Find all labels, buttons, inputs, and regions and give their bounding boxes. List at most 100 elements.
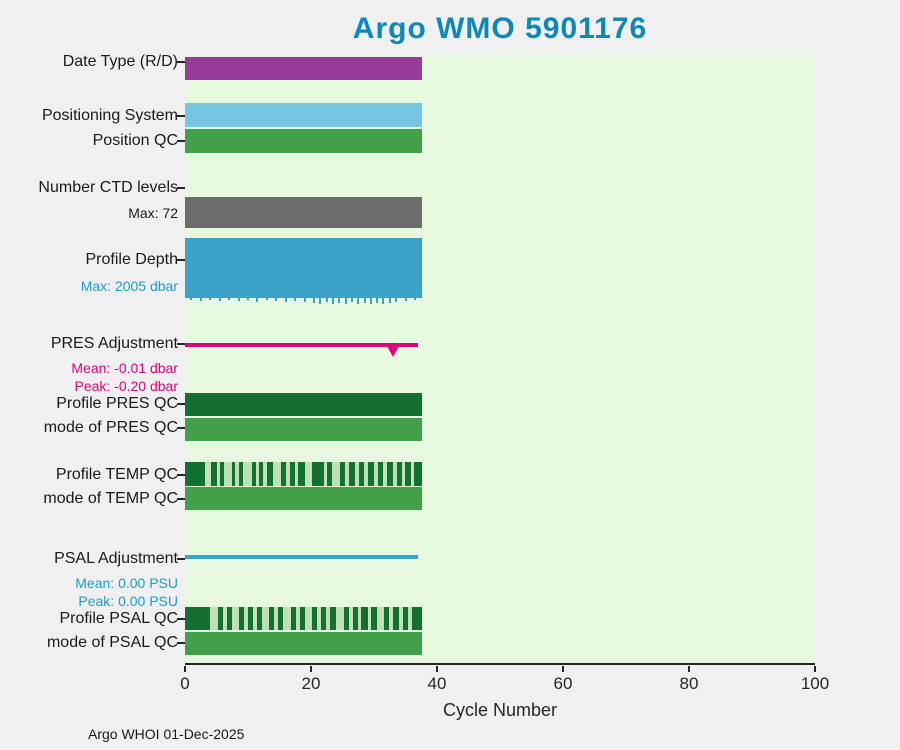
qc-light-segment	[244, 607, 248, 630]
row-sublabel-psal-adjustment-0: Mean: 0.00 PSU	[75, 575, 178, 591]
y-tick-position-qc	[177, 140, 185, 142]
qc-light-segment	[242, 462, 252, 486]
qc-light-segment	[410, 462, 415, 486]
x-tick-label-40: 40	[427, 674, 447, 693]
qc-light-segment	[326, 607, 330, 630]
footer-credit: Argo WHOI 01-Dec-2025	[88, 726, 245, 742]
qc-light-segment	[376, 607, 385, 630]
qc-light-segment	[389, 607, 393, 630]
qc-light-segment	[348, 607, 353, 630]
qc-light-segment	[367, 607, 372, 630]
row-label-mode-psal-qc: mode of PSAL QC	[46, 634, 178, 651]
series-mode-pres-qc	[185, 418, 422, 441]
row-label-profile-pres-qc: Profile PRES QC	[56, 395, 178, 412]
series-date-type	[185, 57, 422, 80]
depth-spike	[404, 298, 407, 301]
depth-spike	[247, 298, 249, 300]
qc-light-segment	[274, 607, 279, 630]
qc-light-segment	[222, 607, 227, 630]
qc-light-segment	[285, 462, 290, 486]
y-tick-profile-pres-qc	[177, 403, 185, 405]
y-tick-mode-temp-qc	[177, 498, 185, 500]
series-profile-pres-qc	[185, 393, 422, 416]
depth-spike	[376, 298, 379, 303]
depth-spike	[209, 298, 212, 300]
x-tick-label-0: 0	[180, 674, 190, 693]
qc-light-segment	[345, 462, 349, 486]
series-number-ctd-levels	[185, 197, 422, 228]
qc-light-segment	[295, 607, 300, 630]
depth-spike	[228, 298, 231, 300]
series-profile-temp-qc	[185, 462, 422, 486]
qc-light-segment	[304, 607, 313, 630]
depth-spike	[294, 298, 297, 301]
row-sublabel-number-ctd-levels-0: Max: 72	[128, 205, 178, 221]
qc-light-segment	[261, 607, 270, 630]
qc-light-segment	[255, 462, 259, 486]
y-tick-mode-psal-qc	[177, 642, 185, 644]
row-label-psal-adjustment: PSAL Adjustment	[54, 550, 178, 567]
qc-light-segment	[205, 462, 212, 486]
series-psal-adjustment	[185, 555, 419, 559]
row-sublabel-psal-adjustment-1: Peak: 0.00 PSU	[78, 593, 178, 609]
series-profile-psal-qc	[185, 607, 422, 630]
x-tick-20	[310, 666, 312, 672]
depth-spike	[382, 298, 385, 304]
x-tick-80	[688, 666, 690, 672]
row-label-profile-temp-qc: Profile TEMP QC	[55, 466, 178, 483]
qc-light-segment	[273, 462, 281, 486]
depth-spike	[237, 298, 240, 301]
depth-spike	[284, 298, 287, 302]
y-tick-mode-pres-qc	[177, 427, 185, 429]
depth-spike	[265, 298, 268, 300]
x-axis-title: Cycle Number	[442, 700, 558, 720]
qc-light-segment	[235, 462, 239, 486]
row-label-mode-pres-qc: mode of PRES QC	[43, 419, 178, 436]
row-label-number-ctd-levels: Number CTD levels	[38, 179, 178, 196]
qc-light-segment	[408, 607, 412, 630]
qc-light-segment	[382, 462, 387, 486]
qc-light-segment	[304, 462, 313, 486]
depth-spike	[199, 298, 202, 301]
series-pres-adjustment	[185, 343, 419, 347]
chart-title: Argo WMO 5901176	[352, 12, 648, 45]
row-sublabel-profile-depth-0: Max: 2005 dbar	[80, 278, 178, 294]
x-tick-label-80: 80	[679, 674, 699, 693]
qc-light-segment	[224, 462, 232, 486]
x-tick-40	[436, 666, 438, 672]
x-tick-60	[562, 666, 564, 672]
row-label-pres-adjustment: PRES Adjustment	[50, 335, 178, 352]
qc-light-segment	[374, 462, 378, 486]
depth-spike	[369, 298, 372, 304]
y-tick-psal-adjustment	[177, 558, 185, 560]
depth-spike	[388, 298, 391, 303]
depth-spike	[190, 298, 193, 300]
y-tick-positioning-system	[177, 115, 185, 117]
depth-spike	[319, 298, 322, 304]
series-mode-psal-qc	[185, 632, 422, 655]
depth-spike	[363, 298, 366, 303]
dip-marker-pres-adjustment	[386, 346, 399, 357]
qc-light-segment	[210, 607, 218, 630]
row-label-positioning-system: Positioning System	[41, 107, 178, 124]
qc-light-segment	[317, 607, 322, 630]
row-label-mode-temp-qc: mode of TEMP QC	[43, 490, 178, 507]
depth-spike	[395, 298, 398, 302]
qc-light-segment	[357, 607, 362, 630]
qc-light-segment	[323, 462, 328, 486]
x-tick-100	[814, 666, 816, 672]
series-profile-depth	[185, 238, 422, 298]
qc-light-segment	[332, 462, 340, 486]
depth-spike	[256, 298, 259, 302]
depth-spike	[313, 298, 316, 303]
qc-light-segment	[253, 607, 257, 630]
depth-spike	[275, 298, 278, 301]
row-label-profile-depth: Profile Depth	[85, 251, 179, 268]
qc-light-segment	[283, 607, 291, 630]
depth-spike	[344, 298, 347, 304]
qc-light-segment	[399, 607, 403, 630]
x-tick-label-100: 100	[800, 674, 830, 693]
depth-spike	[350, 298, 353, 302]
y-tick-profile-psal-qc	[177, 618, 185, 620]
qc-light-segment	[355, 462, 359, 486]
